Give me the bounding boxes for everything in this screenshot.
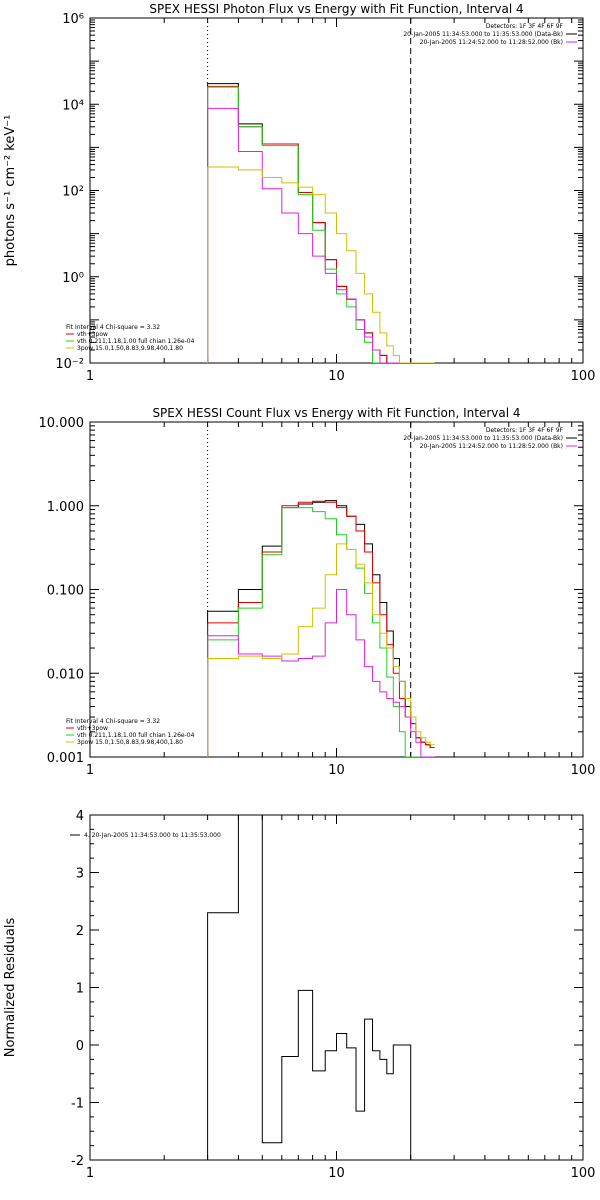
series-line-2 — [207, 86, 435, 363]
y-tick-label: 1 — [76, 982, 84, 997]
y-tick-label: 0 — [76, 1039, 84, 1054]
y-tick-label: -1 — [71, 1097, 84, 1112]
y-axis-label: photons s⁻¹ cm⁻² keV⁻¹ — [3, 115, 18, 267]
series-line-1 — [207, 85, 435, 363]
plot-frame — [89, 814, 584, 1161]
photon-flux-panel: SPEX HESSI Photon Flux vs Energy with Fi… — [3, 2, 595, 384]
chart-title: SPEX HESSI Count Flux vs Energy with Fit… — [152, 406, 520, 420]
y-tick-label: 4 — [76, 809, 84, 824]
legend-entry: 3pow 15.0,1.50,8.83,9.98,400,1.80 — [77, 739, 183, 746]
x-tick-label: 10 — [328, 369, 345, 384]
legend-entry: vth+3pow — [77, 331, 108, 338]
legend-entry: 3pow 15.0,1.50,8.83,9.98,400,1.80 — [77, 345, 183, 352]
legend-entry: 20-Jan-2005 11:34:53.000 to 11:35:53.000… — [403, 31, 563, 38]
legend-entry: vth 0.211,1.18,1.00 full chian 1.26e-04 — [77, 732, 195, 739]
y-tick-label: 10.000 — [39, 416, 85, 431]
legend-entry: 20-Jan-2005 11:24:52.000 to 11:28:52.000… — [420, 39, 563, 46]
y-tick-label: 10⁻² — [55, 357, 84, 372]
series-line-4 — [207, 543, 435, 757]
legend-entry: vth 0.211,1.18,1.00 full chian 1.26e-04 — [77, 338, 195, 345]
x-tick-label: 1 — [86, 1166, 94, 1181]
y-axis-label: Normalized Residuals — [3, 918, 18, 1058]
legend-entry: 20-Jan-2005 11:24:52.000 to 11:28:52.000… — [420, 443, 563, 450]
series-line-2 — [207, 507, 435, 757]
series-line-3 — [207, 107, 435, 363]
y-tick-label: 10⁴ — [62, 98, 84, 113]
legend-entry: 20-Jan-2005 11:34:53.000 to 11:35:53.000… — [403, 435, 563, 442]
legend-entry: Fit Interval 4 Chi-square = 3.32 — [66, 718, 160, 725]
legend-entry: Fit Interval 4 Chi-square = 3.32 — [66, 324, 160, 331]
y-tick-label: 3 — [76, 867, 84, 882]
y-tick-label: 0.001 — [47, 751, 84, 766]
y-tick-label: 10⁶ — [62, 12, 84, 27]
series-line-0 — [207, 500, 435, 757]
x-tick-label: 1 — [86, 369, 94, 384]
y-tick-label: 2 — [76, 924, 84, 939]
legend-entry: Detectors: 1F 3F 4F 6F 9F — [486, 427, 564, 434]
x-tick-label: 100 — [571, 763, 596, 778]
y-tick-label: -2 — [71, 1154, 84, 1169]
legend-entry: Detectors: 1F 3F 4F 6F 9F — [486, 23, 564, 30]
series-line-4 — [207, 166, 435, 363]
residuals-panel: Normalized Residuals 1 10 100 -2 -1 0 1 2 3 4 4. 20… — [3, 809, 595, 1181]
x-tick-label: 100 — [571, 369, 596, 384]
series-line-3 — [207, 589, 435, 757]
x-tick-label: 10 — [328, 763, 345, 778]
y-tick-label: 1.000 — [47, 500, 84, 515]
y-tick-label: 10² — [62, 185, 84, 200]
y-tick-label: 0.100 — [47, 584, 84, 599]
x-tick-label: 10 — [328, 1166, 345, 1181]
y-tick-label: 0.010 — [47, 667, 84, 682]
x-tick-label: 1 — [86, 763, 94, 778]
legend-entry: vth+3pow — [77, 725, 108, 732]
plot-frame — [89, 17, 584, 364]
x-tick-label: 100 — [571, 1166, 596, 1181]
series-line-0 — [207, 815, 412, 1160]
legend-entry: 4. 20-Jan-2005 11:34:53.000 to 11:35:53.… — [84, 832, 221, 839]
series-line-1 — [207, 500, 435, 757]
chart-title: SPEX HESSI Photon Flux vs Energy with Fi… — [149, 2, 523, 16]
y-tick-label: 10⁰ — [62, 271, 84, 286]
count-flux-panel: SPEX HESSI Count Flux vs Energy with Fit… — [39, 406, 596, 778]
